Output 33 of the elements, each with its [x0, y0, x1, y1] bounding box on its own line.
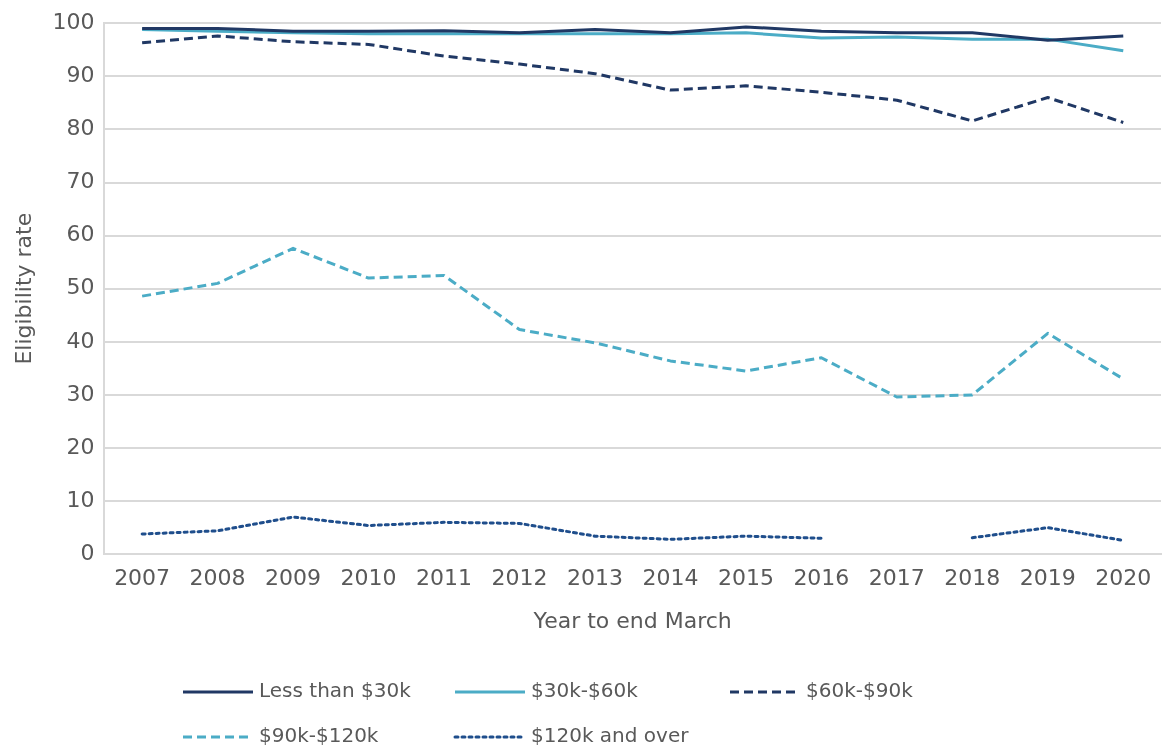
y-tick-label: 50 — [66, 274, 95, 300]
legend-label: $60k-$90k — [806, 678, 914, 703]
x-tick-label: 2008 — [189, 565, 246, 591]
x-tick-label: 2020 — [1095, 565, 1152, 591]
y-tick-label: 70 — [66, 168, 95, 194]
y-tick-label: 10 — [66, 486, 95, 512]
y-tick-label: 90 — [66, 62, 95, 88]
x-tick-label: 2013 — [566, 565, 623, 591]
y-tick-label: 20 — [66, 433, 95, 459]
x-tick-label: 2015 — [717, 565, 774, 591]
y-tick-label: 0 — [80, 539, 95, 565]
y-tick-label: 80 — [66, 115, 95, 141]
legend-label: $30k-$60k — [531, 678, 639, 703]
x-tick-label: 2011 — [416, 565, 473, 591]
x-tick-label: 2018 — [944, 565, 1001, 591]
x-tick-label: 2017 — [868, 565, 925, 591]
x-tick-label: 2009 — [265, 565, 322, 591]
legend-label: Less than $30k — [259, 678, 412, 703]
x-tick-label: 2014 — [642, 565, 699, 591]
x-tick-label: 2016 — [793, 565, 850, 591]
y-tick-label: 40 — [66, 327, 95, 353]
legend-label: $120k and over — [531, 723, 690, 748]
y-axis-title: Eligibility rate — [10, 212, 36, 365]
y-tick-label: 100 — [52, 8, 95, 34]
x-tick-label: 2010 — [340, 565, 397, 591]
y-tick-label: 60 — [66, 221, 95, 247]
x-tick-label: 2012 — [491, 565, 548, 591]
line-series — [140, 34, 1125, 124]
x-axis-title: Year to end March — [532, 607, 732, 633]
x-tick-label: 2019 — [1019, 565, 1076, 591]
x-tick-label: 2007 — [114, 565, 171, 591]
legend-label: $90k-$120k — [259, 723, 379, 748]
y-tick-label: 30 — [66, 380, 95, 406]
